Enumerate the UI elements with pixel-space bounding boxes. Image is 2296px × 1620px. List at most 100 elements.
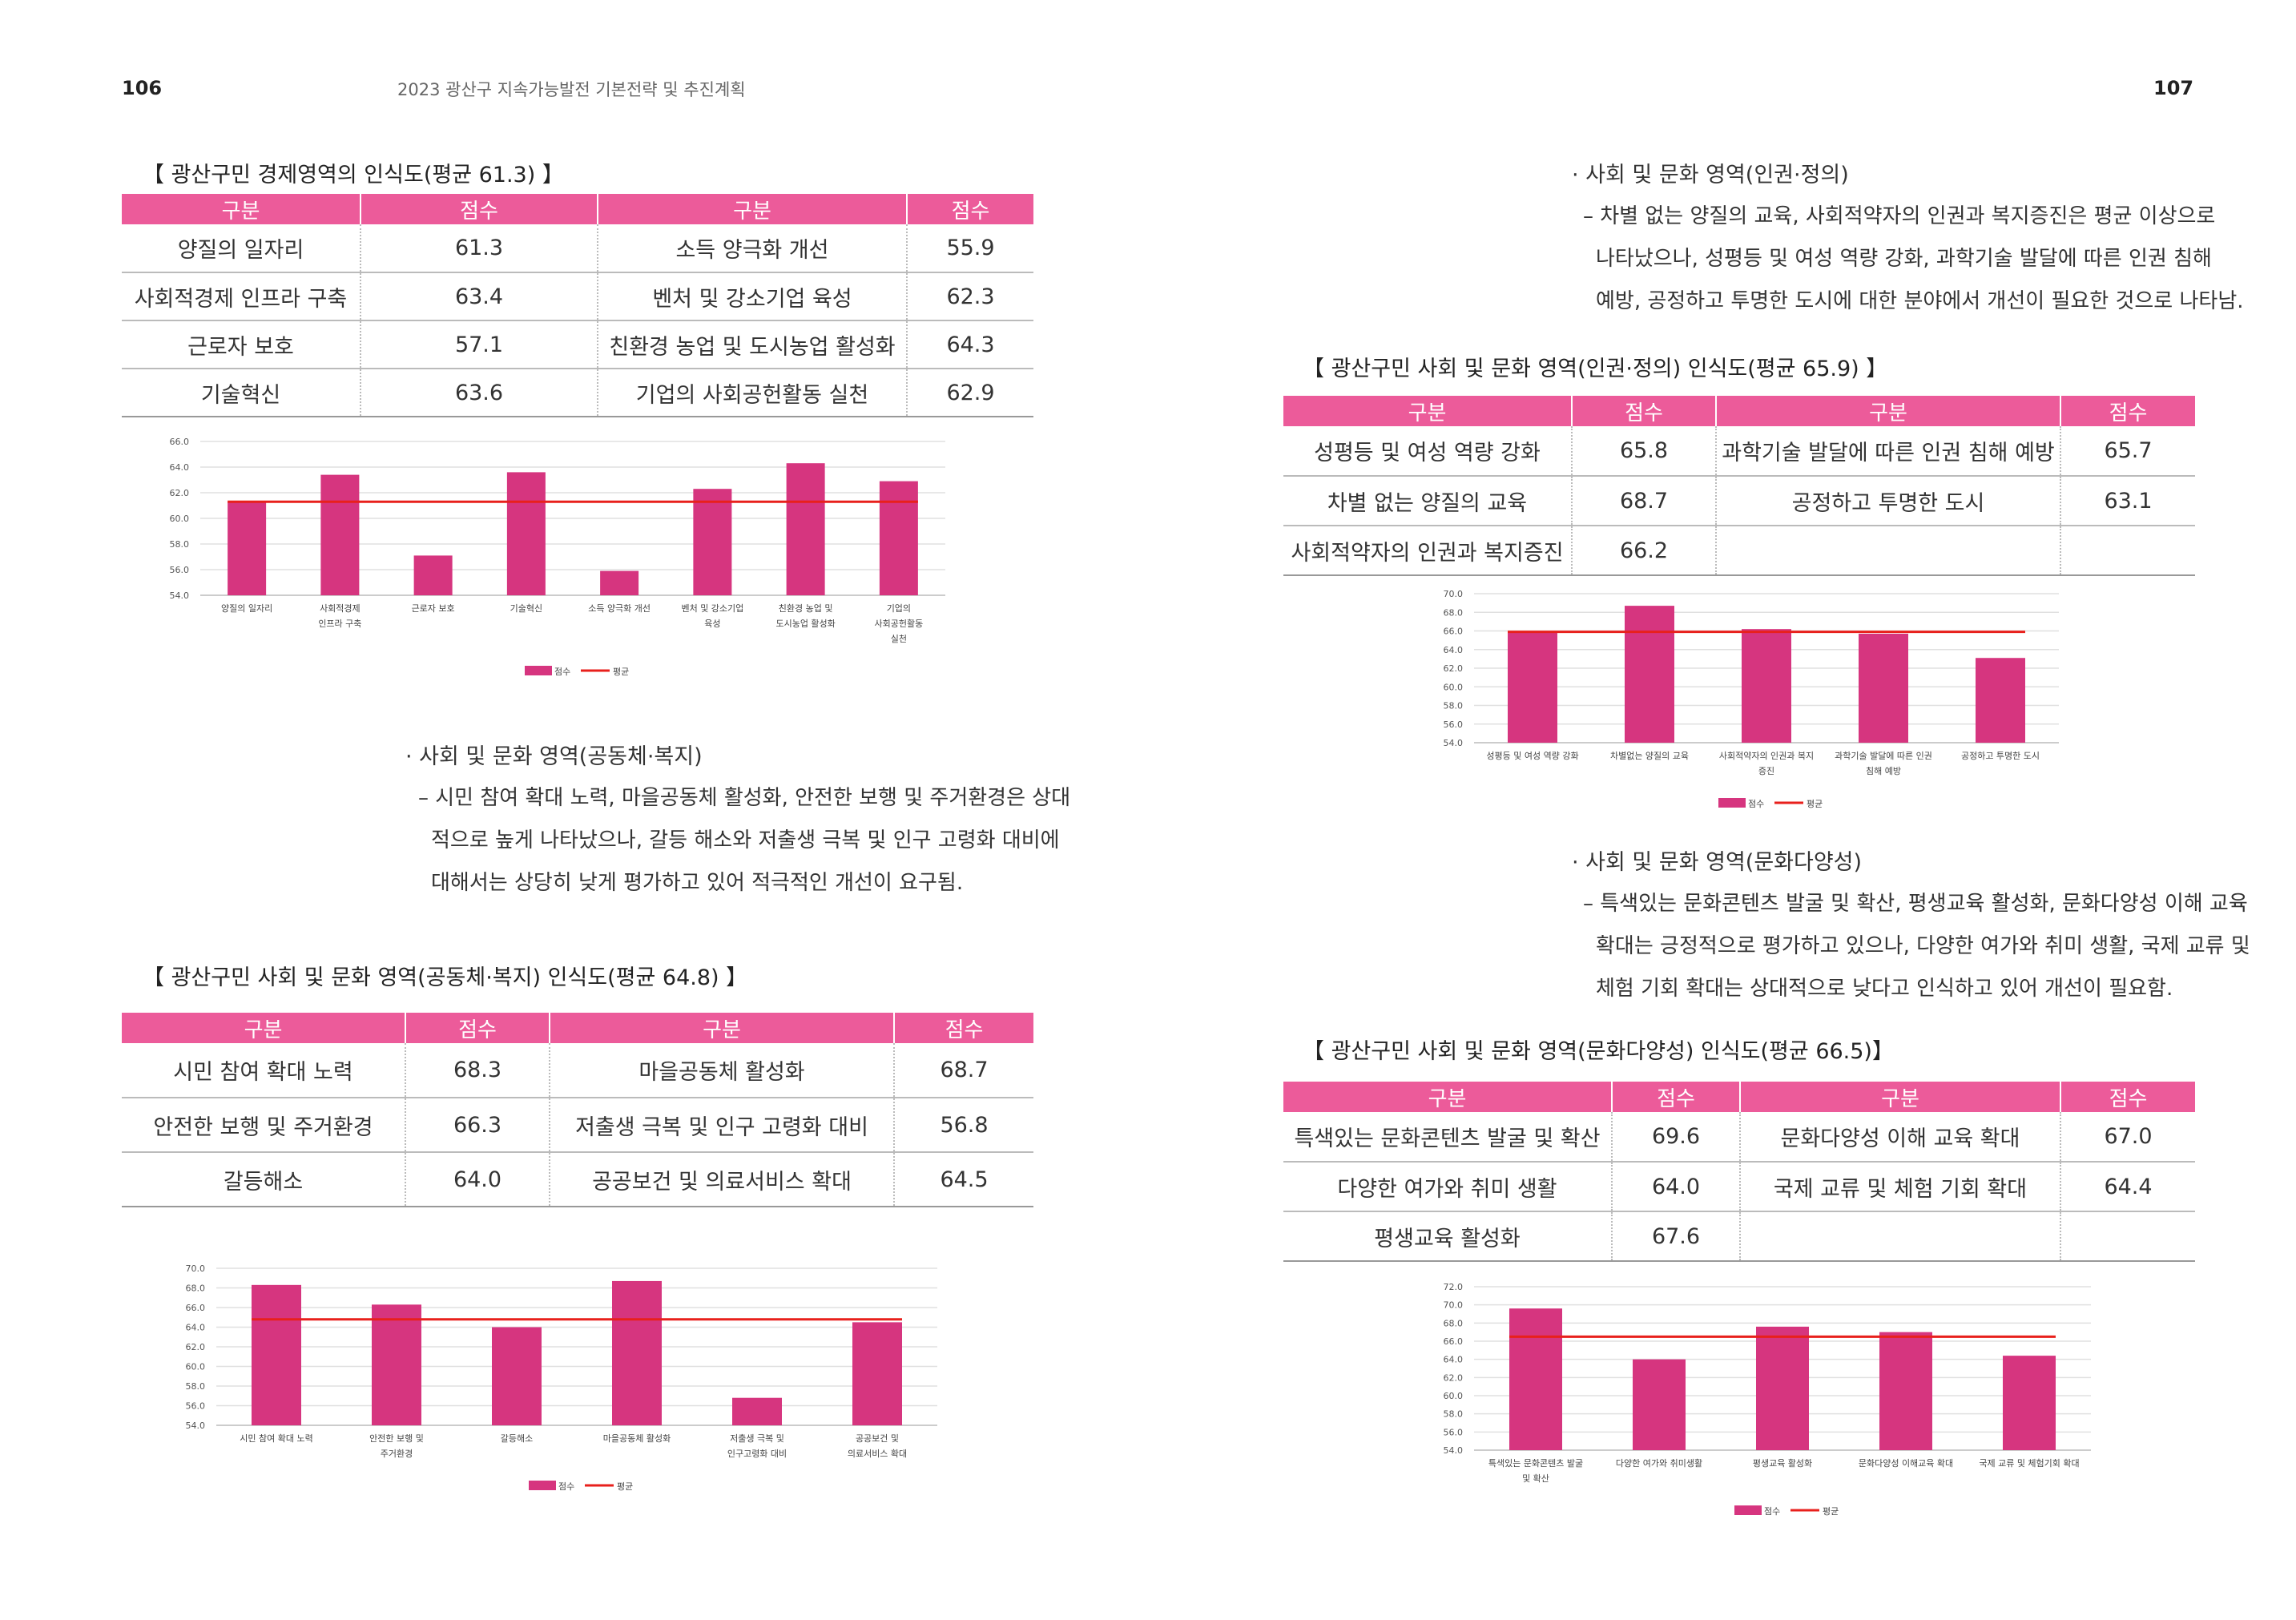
y-tick-label: 54.0	[170, 590, 190, 601]
legend-score-swatch	[525, 666, 552, 675]
rights-text-line: 예방, 공정하고 투명한 도시에 대한 분야에서 개선이 필요한 것으로 나타남…	[1596, 289, 2244, 313]
y-tick-label: 68.0	[1444, 1318, 1464, 1328]
row-category: 공공보건 및 의료서비스 확대	[549, 1152, 894, 1207]
y-tick-label: 58.0	[1444, 701, 1464, 711]
table-row: 근로자 보호 57.1 친환경 농업 및 도시농업 활성화 64.3	[122, 320, 1033, 369]
row-category	[1739, 1211, 2060, 1262]
row-score: 65.7	[2060, 426, 2195, 477]
economy-table-caption: 【 광산구민 경제영역의 인식도(평균 61.3) 】	[143, 163, 564, 187]
row-score: 67.6	[1611, 1211, 1740, 1262]
table-row: 양질의 일자리 61.3 소득 양극화 개선 55.9	[122, 224, 1033, 273]
community-table-caption: 【 광산구민 사회 및 문화 영역(공동체·복지) 인식도(평균 64.8) 】	[143, 965, 748, 990]
x-tick-label: 마을공동체 활성화	[603, 1433, 671, 1444]
table-row: 성평등 및 여성 역량 강화 65.8 과학기술 발달에 따른 인권 침해 예방 65…	[1283, 426, 2195, 477]
row-category: 사회적경제 인프라 구축	[122, 272, 361, 321]
x-tick-label: 주거환경	[381, 1449, 413, 1459]
y-tick-label: 56.0	[170, 565, 190, 575]
row-score: 63.1	[2060, 476, 2195, 526]
table-header-row: 구분 점수 구분 점수	[122, 1013, 1033, 1043]
header-score: 점수	[2060, 1082, 2195, 1112]
x-tick-label: 침해 예방	[1866, 765, 1901, 776]
diversity-bar-chart: 54.0 56.0 58.0 60.0 62.0 64.0 66.0 68.0 70.0 72.0…	[1444, 1282, 2091, 1517]
bar	[1509, 1308, 1562, 1450]
row-category: 사회적약자의 인권과 복지증진	[1283, 526, 1572, 576]
row-score: 64.0	[405, 1152, 550, 1207]
diversity-text-line: 확대는 긍정적으로 평가하고 있으나, 다양한 여가와 취미 생활, 국제 교류…	[1596, 934, 2250, 958]
legend-average-label: 평균	[613, 667, 629, 677]
x-tick-label: 인프라 구축	[318, 619, 361, 629]
community-bar-chart: 54.0 56.0 58.0 60.0 62.0 64.0 66.0 68.0 70.0 시민 참…	[186, 1263, 937, 1492]
x-tick-label: 사회공헌활동	[875, 618, 924, 629]
table-row: 사회적약자의 인권과 복지증진 66.2	[1283, 526, 2195, 576]
y-tick-label: 70.0	[1444, 589, 1464, 599]
row-score: 64.5	[893, 1152, 1033, 1207]
legend-score-swatch	[1734, 1505, 1762, 1515]
diversity-text-line: – 특색있는 문화콘텐츠 발굴 및 확산, 평생교육 활성화, 문화다양성 이해…	[1583, 892, 2248, 916]
header-score: 점수	[2060, 396, 2195, 426]
legend-average-label: 평균	[1807, 799, 1823, 809]
bar	[786, 463, 825, 595]
y-tick-label: 60.0	[1444, 682, 1464, 692]
x-tick-label: 공공보건 및	[856, 1433, 899, 1444]
y-tick-label: 70.0	[1444, 1300, 1464, 1311]
y-tick-label: 58.0	[170, 539, 190, 550]
row-category: 소득 양극화 개선	[597, 224, 907, 273]
table-row: 차별 없는 양질의 교육 68.7 공정하고 투명한 도시 63.1	[1283, 476, 2195, 526]
row-category: 다양한 여가와 취미 생활	[1283, 1162, 1612, 1212]
table-header-row: 구분 점수 구분 점수	[122, 194, 1033, 224]
x-tick-label: 실천	[891, 633, 907, 644]
running-title: 2023 광산구 지속가능발전 기본전략 및 추진계획	[397, 80, 746, 99]
table-row: 기술혁신 63.6 기업의 사회공헌활동 실천 62.9	[122, 369, 1033, 417]
y-tick-label: 56.0	[1444, 719, 1464, 730]
y-tick-label: 60.0	[170, 514, 190, 524]
bar	[492, 1327, 542, 1425]
y-tick-label: 64.0	[1444, 1355, 1464, 1365]
bar	[612, 1280, 662, 1425]
table-row: 특색있는 문화콘텐츠 발굴 및 확산 69.6 문화다양성 이해 교육 확대 67.0	[1283, 1112, 2195, 1163]
y-tick-label: 64.0	[170, 462, 190, 473]
row-score: 66.2	[1571, 526, 1716, 576]
header-category: 구분	[597, 194, 907, 224]
row-score: 67.0	[2060, 1112, 2195, 1163]
y-tick-label: 58.0	[1444, 1409, 1464, 1420]
bar	[693, 489, 732, 595]
bar	[1976, 658, 2025, 743]
header-category: 구분	[1715, 396, 2060, 426]
x-tick-label: 차별없는 양질의 교육	[1610, 751, 1689, 761]
x-tick-label: 및 확산	[1522, 1473, 1549, 1484]
row-category: 특색있는 문화콘텐츠 발굴 및 확산	[1283, 1112, 1612, 1163]
header-score: 점수	[1571, 396, 1716, 426]
rights-section-heading: · 사회 및 문화 영역(인권·정의)	[1572, 163, 1849, 187]
row-score: 68.7	[893, 1043, 1033, 1098]
y-tick-label: 68.0	[186, 1284, 206, 1294]
x-tick-label: 과학기술 발달에 따른 인권	[1835, 751, 1932, 761]
row-category: 차별 없는 양질의 교육	[1283, 476, 1572, 526]
economy-bar-chart: 54.0 56.0 58.0 60.0 62.0 64.0 66.0 양질의 일자리 사회적경제…	[170, 437, 945, 677]
legend-score-label: 점수	[1748, 799, 1764, 809]
x-tick-label: 갈등해소	[501, 1433, 533, 1444]
bar	[1625, 606, 1674, 743]
table-header-row: 구분 점수 구분 점수	[1283, 396, 2195, 426]
y-tick-label: 54.0	[186, 1421, 206, 1431]
y-tick-label: 62.0	[186, 1342, 206, 1352]
bar	[1508, 632, 1557, 743]
x-tick-label: 기술혁신	[510, 603, 542, 614]
y-tick-label: 70.0	[186, 1263, 206, 1274]
x-tick-label: 소득 양극화 개선	[588, 603, 651, 614]
bar	[600, 570, 639, 595]
x-tick-label: 육성	[704, 619, 720, 629]
header-score: 점수	[1611, 1082, 1740, 1112]
community-table: 구분 점수 구분 점수 시민 참여 확대 노력 68.3 마을공동체 활성화 68.7…	[122, 1013, 1033, 1207]
x-tick-label: 국제 교류 및 체험기회 확대	[1979, 1458, 2079, 1469]
y-tick-label: 64.0	[1444, 645, 1464, 655]
row-category: 근로자 보호	[122, 320, 361, 369]
y-tick-label: 66.0	[186, 1303, 206, 1313]
header-category: 구분	[549, 1013, 894, 1043]
x-tick-label: 증진	[1758, 766, 1774, 776]
y-tick-label: 66.0	[170, 437, 190, 447]
row-score: 63.6	[360, 369, 598, 417]
table-row: 사회적경제 인프라 구축 63.4 벤처 및 강소기업 육성 62.3	[122, 272, 1033, 321]
legend-score-label: 점수	[558, 1481, 574, 1492]
y-tick-label: 58.0	[186, 1381, 206, 1392]
x-tick-label: 다양한 여가와 취미생활	[1616, 1457, 1702, 1469]
